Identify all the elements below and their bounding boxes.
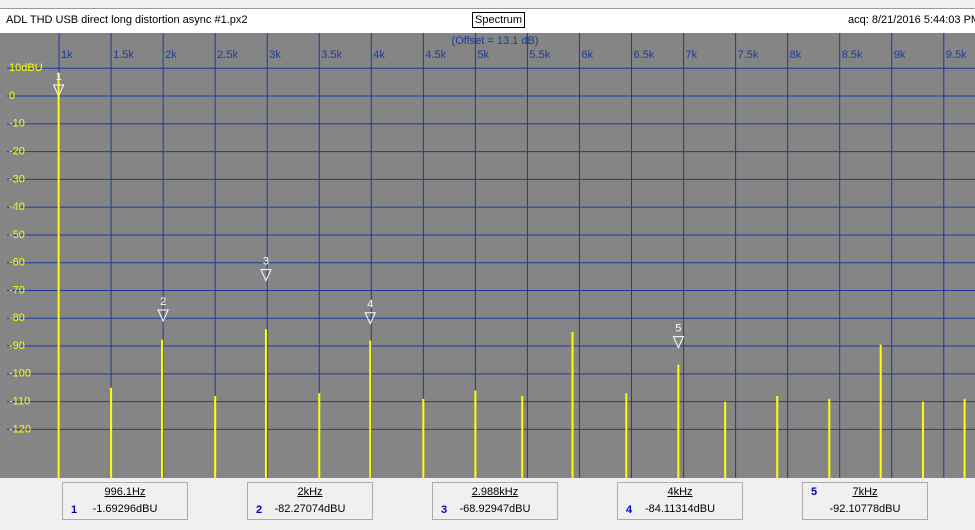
- y-tick-label: -90: [9, 340, 25, 352]
- header: ADL THD USB direct long distortion async…: [0, 8, 975, 33]
- readout-index: 4: [626, 504, 633, 516]
- readout-box: 4kHz -84.11314dBU 4: [617, 482, 743, 520]
- y-tick-label: -30: [9, 173, 25, 185]
- x-tick-label: 8.5k: [842, 49, 863, 61]
- marker-number: 5: [675, 323, 681, 335]
- x-tick-label: 9.5k: [946, 49, 967, 61]
- y-tick-label: -60: [9, 257, 25, 269]
- marker-triangle: [52, 84, 65, 98]
- readout-box: 2kHz -82.27074dBU 2: [247, 482, 373, 520]
- x-tick-label: 7k: [686, 49, 698, 61]
- readout-frequency: 7kHz: [852, 486, 878, 498]
- readout-level: -84.11314dBU: [644, 503, 716, 515]
- readout-index: 1: [71, 504, 78, 516]
- x-tick-label: 5k: [477, 49, 489, 61]
- marker-number: 2: [160, 296, 166, 308]
- x-tick-label: 4.5k: [425, 49, 446, 61]
- readout-level: -1.69296dBU: [92, 503, 158, 515]
- marker-triangle: [364, 312, 377, 325]
- x-tick-label: 9k: [894, 49, 906, 61]
- readout-index: 5: [811, 486, 818, 498]
- readout-frequency: 2kHz: [297, 486, 323, 498]
- y-tick-label: -120: [9, 423, 31, 435]
- x-tick-label: 1k: [61, 49, 73, 61]
- y-tick-label: -70: [9, 284, 25, 296]
- readout-index: 2: [256, 504, 263, 516]
- marker-triangle: [260, 269, 272, 282]
- y-tick-label: -40: [9, 201, 25, 213]
- y-tick-label: -110: [9, 396, 30, 408]
- acquired-time: acq: 8/21/2016 5:44:03 PM: [848, 14, 975, 26]
- marker-number: 1: [56, 71, 62, 83]
- readout-box: 7kHz -92.10778dBU 5: [802, 482, 928, 520]
- x-tick-label: 6k: [581, 49, 593, 61]
- y-tick-label: 0: [9, 90, 15, 102]
- readout-index: 3: [441, 504, 448, 516]
- readout-frequency: 4kHz: [667, 486, 693, 498]
- x-tick-label: 1.5k: [113, 49, 134, 61]
- offset-subtitle: (Offset = 13.1 dB): [452, 35, 539, 47]
- readout-frequency: 2.988kHz: [471, 486, 519, 498]
- y-tick-label: 10dBU: [9, 62, 43, 74]
- x-tick-label: 2k: [165, 49, 177, 61]
- x-tick-label: 8k: [790, 49, 802, 61]
- x-tick-label: 7.5k: [738, 49, 759, 61]
- marker-number: 3: [263, 256, 269, 268]
- readout-frequency: 996.1Hz: [104, 486, 146, 498]
- x-tick-label: 6.5k: [634, 49, 655, 61]
- x-tick-label: 2.5k: [217, 49, 238, 61]
- view-button[interactable]: Spectrum: [472, 12, 526, 28]
- readout-level: -82.27074dBU: [274, 503, 346, 515]
- readout-box: 2.988kHz -68.92947dBU 3: [432, 482, 558, 520]
- y-tick-label: -20: [9, 146, 25, 158]
- y-tick-label: -100: [9, 368, 31, 380]
- x-tick-label: 3.5k: [321, 49, 342, 61]
- y-tick-label: -80: [9, 312, 25, 324]
- x-tick-label: 5.5k: [529, 49, 550, 61]
- marker-triangle: [672, 336, 685, 349]
- marker-number: 4: [367, 299, 373, 311]
- document-title: ADL THD USB direct long distortion async…: [6, 14, 248, 26]
- x-tick-label: 3k: [269, 49, 281, 61]
- x-tick-label: 4k: [373, 49, 385, 61]
- y-tick-label: -10: [9, 118, 25, 130]
- readout-box: 996.1Hz -1.69296dBU 1: [62, 482, 188, 520]
- y-tick-label: -50: [9, 229, 25, 241]
- readout-level: -68.92947dBU: [459, 503, 531, 515]
- readout-level: -92.10778dBU: [829, 503, 901, 515]
- spectrum-chart: (Offset = 13.1 dB) 1k 1.5k 2k 2.5k 3k 3.5k 4k 4…: [0, 33, 975, 478]
- marker-triangle: [157, 309, 169, 323]
